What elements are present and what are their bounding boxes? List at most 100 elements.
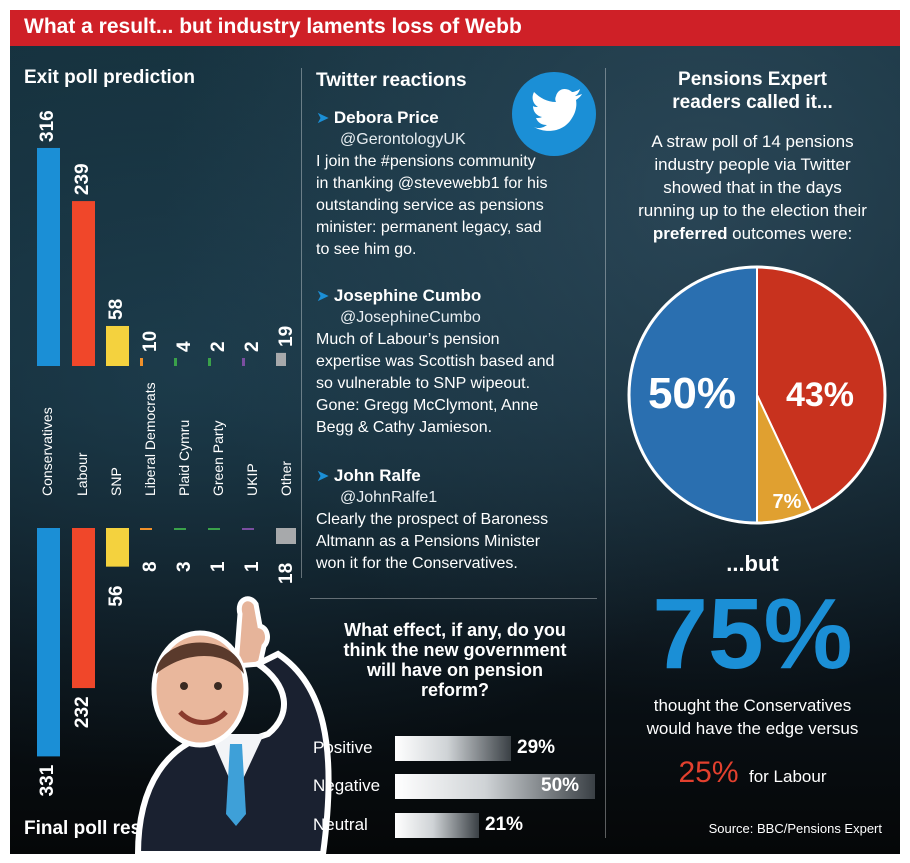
value-label-final: 56 — [106, 585, 127, 606]
tweet: ➤ Debora Price @GerontologyUK I join the… — [316, 108, 601, 261]
tweet-line: outstanding service as pensions — [316, 197, 544, 214]
tweet-handle[interactable]: @GerontologyUK — [340, 131, 466, 148]
pie-label-conservatives: 50% — [648, 369, 736, 418]
bar-final-green-party — [208, 528, 220, 530]
bar-final-other — [276, 528, 296, 544]
tweet-line: to see him go. — [316, 241, 417, 258]
value-label-exit: 2 — [242, 341, 263, 352]
pensions-expert-heading: Pensions Expert readers called it... — [672, 69, 833, 113]
arrow-icon: ➤ — [316, 288, 330, 305]
labour-edge: 25% for Labour — [610, 756, 895, 790]
value-label-final: 8 — [140, 561, 161, 572]
tweet-author: Josephine Cumbo — [333, 286, 482, 305]
cameron-thumbs-up-photo — [134, 596, 332, 854]
tweet-line: Altmann as a Pensions Minister — [316, 533, 541, 550]
value-label-final: 331 — [37, 764, 58, 796]
source-note: Source: BBC/Pensions Expert — [708, 821, 882, 836]
value-label-exit: 2 — [208, 341, 229, 352]
tweet-handle[interactable]: @JohnRalfe1 — [340, 489, 438, 506]
value-label-exit: 4 — [174, 341, 195, 352]
bar-exit-labour — [72, 201, 95, 366]
tweet-line: Clearly the prospect of Baroness — [316, 511, 549, 528]
labour-percentage: 25% — [678, 756, 739, 789]
arrow-icon: ➤ — [316, 110, 330, 127]
value-label-exit: 10 — [140, 331, 161, 352]
bar-exit-liberal-democrats — [140, 358, 143, 366]
arrow-icon: ➤ — [316, 468, 330, 485]
twitter-bird-icon — [512, 72, 596, 156]
bar-exit-green-party — [208, 358, 211, 366]
but-text: ...but — [726, 551, 779, 576]
twitter-heading: Twitter reactions — [316, 70, 467, 91]
tweet-line: Begg & Cathy Jamieson. — [316, 419, 493, 436]
value-label-exit: 58 — [106, 299, 127, 320]
value-label-final: 232 — [72, 696, 93, 728]
tweet-line: won it for the Conservatives. — [316, 555, 518, 572]
category-label: UKIP — [244, 463, 260, 496]
big-percentage: 75% — [652, 578, 853, 690]
category-label: Conservatives — [39, 407, 55, 496]
bar-final-conservatives — [37, 528, 60, 757]
bar-exit-conservatives — [37, 147, 60, 366]
effect-bar-neutral — [395, 813, 479, 838]
effect-value-negative: 50% — [541, 775, 580, 796]
bar-final-ukip — [242, 528, 254, 530]
labour-label: for Labour — [749, 767, 827, 786]
tweet-line: expertise was Scottish based and — [316, 353, 555, 370]
pie-label-labour: 43% — [786, 376, 854, 414]
bar-exit-other — [276, 352, 286, 366]
title-banner: What a result... but industry laments lo… — [10, 10, 900, 46]
value-label-exit: 19 — [276, 326, 297, 347]
tweet-author: Debora Price — [333, 108, 439, 127]
bar-final-snp — [106, 528, 129, 567]
edge-caption: thought the Conservatives would have the… — [646, 696, 859, 738]
tweet-handle[interactable]: @JosephineCumbo — [340, 309, 481, 326]
tweet-line: Much of Labour’s pension — [316, 331, 500, 348]
straw-poll-intro: A straw poll of 14 pensions industry peo… — [638, 132, 867, 243]
survey-question: What effect, if any, do you think the ne… — [343, 620, 567, 700]
tweet-line: so vulnerable to SNP wipeout. — [316, 375, 531, 392]
value-label-final: 3 — [174, 561, 195, 572]
category-label: Labour — [74, 452, 90, 496]
category-label: Plaid Cymru — [176, 420, 192, 496]
category-label: Other — [278, 461, 294, 496]
value-label-final: 1 — [242, 561, 263, 572]
effect-bar-negative — [395, 774, 595, 799]
effect-label-negative: Negative — [313, 776, 381, 795]
value-label-final: 1 — [208, 561, 229, 572]
bar-final-plaid-cymru — [174, 528, 186, 530]
column-divider-right — [605, 68, 606, 838]
value-label-exit: 316 — [37, 110, 58, 142]
tweet-line: minister: permanent legacy, sad — [316, 219, 542, 236]
preferred-outcome-pie: 50% 43% 7% — [627, 265, 887, 525]
bar-final-liberal-democrats — [140, 528, 152, 530]
tweet: ➤ John Ralfe @JohnRalfe1 Clearly the pro… — [316, 466, 601, 575]
exit-poll-heading: Exit poll prediction — [24, 67, 196, 88]
page-title: What a result... but industry laments lo… — [24, 15, 522, 38]
tweet-line: in thanking @stevewebb1 for his — [316, 175, 548, 192]
effect-label-positive: Positive — [313, 738, 373, 757]
twitter-section-divider — [310, 598, 597, 599]
effect-value-neutral: 21% — [485, 814, 524, 835]
effect-bar-positive — [395, 736, 511, 761]
bar-final-labour — [72, 528, 95, 689]
party-seats-chart: 316Conservatives331239Labour23258SNP5610… — [37, 110, 297, 796]
category-label: Green Party — [210, 421, 226, 496]
tweet-author: John Ralfe — [333, 466, 421, 485]
bar-exit-snp — [106, 325, 129, 366]
category-label: SNP — [108, 467, 124, 496]
bar-exit-plaid-cymru — [174, 358, 177, 366]
value-label-exit: 239 — [72, 163, 93, 195]
infographic-panel: Exit poll prediction Final poll results … — [10, 46, 900, 854]
bar-exit-ukip — [242, 358, 245, 366]
column-divider-left — [301, 68, 302, 578]
pie-label-liberal-democrats: 7% — [773, 491, 802, 513]
tweet: ➤ Josephine Cumbo @JosephineCumbo Much o… — [316, 286, 601, 439]
category-label: Liberal Democrats — [142, 382, 158, 496]
tweet-line: Gone: Gregg McClymont, Anne — [316, 397, 539, 414]
value-label-final: 18 — [276, 563, 297, 584]
effect-label-neutral: Neutral — [313, 815, 368, 834]
tweet-line: I join the #pensions community — [316, 153, 536, 170]
effect-value-positive: 29% — [517, 737, 556, 758]
